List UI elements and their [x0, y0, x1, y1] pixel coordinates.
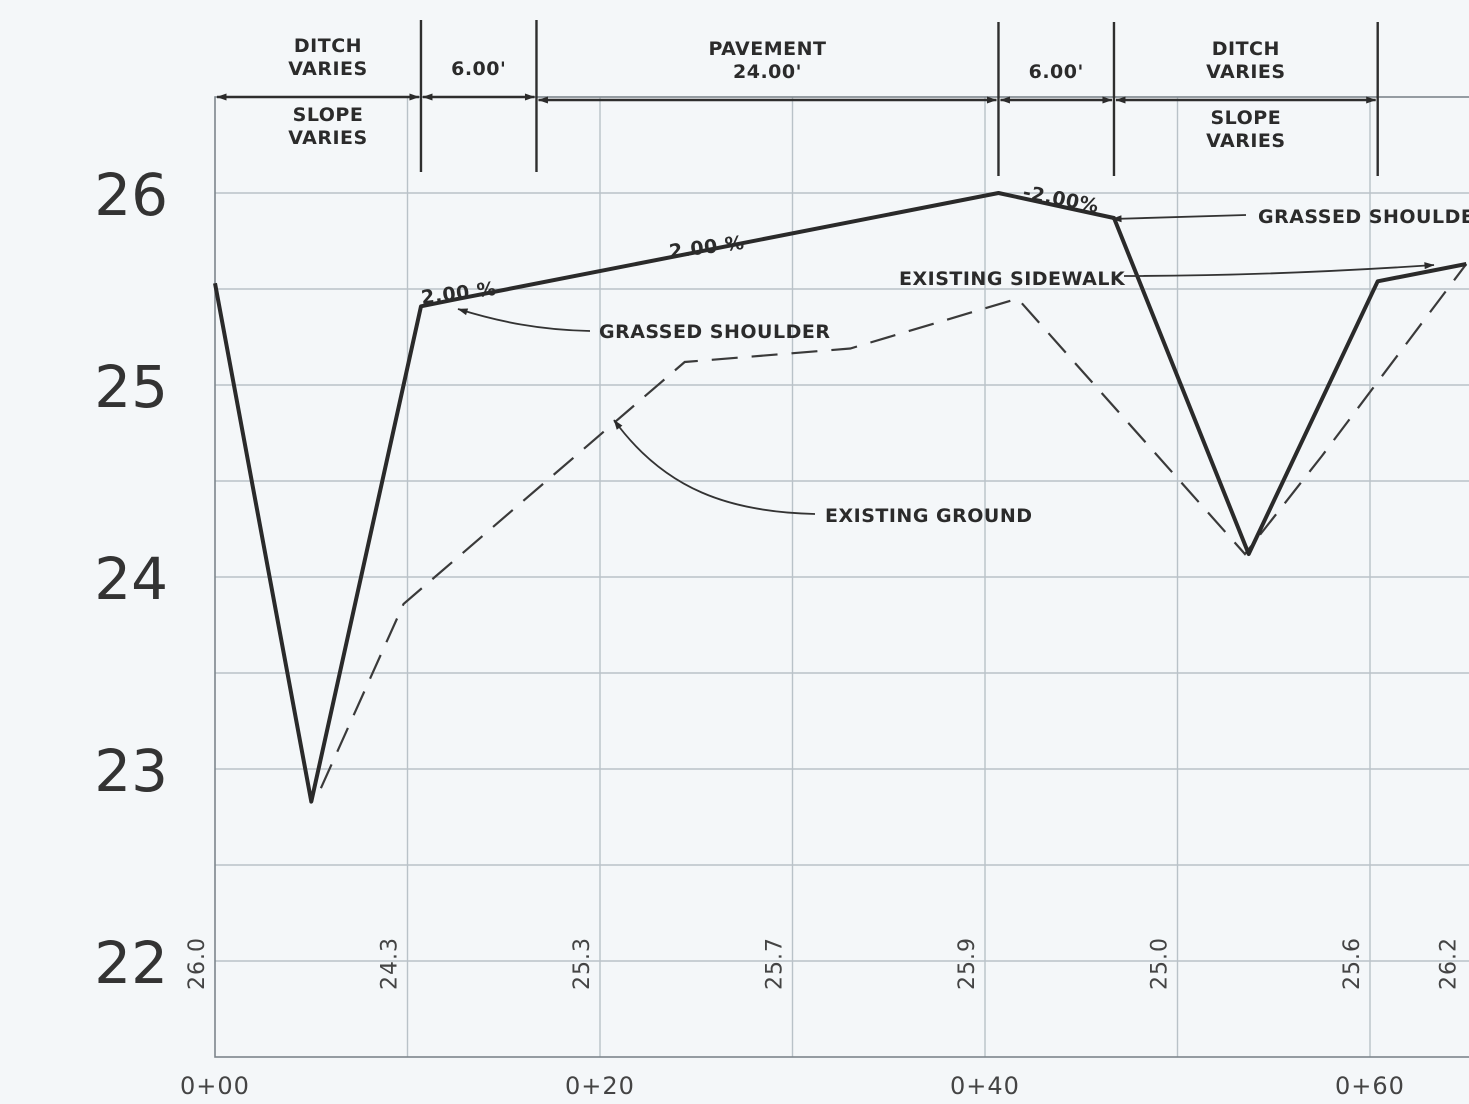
- leader-grassed-shoulder-right: [1111, 214, 1247, 223]
- x-tick-label: 0+00: [180, 1072, 250, 1100]
- dimension-label-top: 6.00': [451, 58, 506, 80]
- elevation-label: 25.6: [1340, 937, 1365, 990]
- callout-grassed-shoulder-left: GRASSED SHOULDER: [599, 321, 830, 343]
- dimension-label-bottom: VARIES: [288, 127, 367, 149]
- elevation-label: 25.3: [570, 937, 595, 990]
- proposed-section-line: [213, 191, 1467, 804]
- elevation-label: 26.2: [1436, 937, 1461, 990]
- y-axis-labels: 22 23 24 25 26: [94, 161, 168, 997]
- dimension-annotations: DITCHVARIESSLOPEVARIES6.00'PAVEMENT24.00…: [216, 20, 1379, 176]
- y-tick-label: 26: [94, 161, 168, 229]
- elevation-label: 24.3: [378, 937, 403, 990]
- elevation-labels: 26.0 24.3 25.3 25.7 25.9 25.0 25.6 26.2: [185, 937, 1461, 990]
- slope-label-pavement: 2.00 %: [668, 232, 746, 263]
- slope-label-shoulder-left: 2.00 %: [420, 278, 498, 309]
- elevation-label: 25.7: [763, 937, 788, 990]
- dimension-label-top: PAVEMENT: [708, 38, 826, 60]
- dimension-label-top: 24.00': [733, 61, 802, 83]
- dimension-label-bottom: SLOPE: [1211, 107, 1282, 129]
- dimension-label-bottom: SLOPE: [293, 104, 364, 126]
- x-tick-label: 0+40: [950, 1072, 1020, 1100]
- callout-existing-sidewalk: EXISTING SIDEWALK: [899, 268, 1126, 290]
- elevation-label: 26.0: [185, 937, 210, 990]
- x-tick-label: 0+20: [565, 1072, 635, 1100]
- dimension-label-top: VARIES: [1206, 61, 1285, 83]
- leader-existing-sidewalk: [1123, 262, 1435, 277]
- dimension-label-top: DITCH: [294, 35, 362, 57]
- slope-label-shoulder-right: -2.00%: [1021, 181, 1101, 217]
- y-tick-label: 25: [94, 353, 168, 421]
- callout-existing-ground: EXISTING GROUND: [825, 505, 1033, 527]
- y-tick-label: 22: [94, 929, 168, 997]
- callout-grassed-shoulder-right: GRASSED SHOULDE: [1258, 206, 1469, 228]
- existing-ground-line: [319, 263, 1468, 789]
- elevation-label: 25.9: [955, 937, 980, 990]
- dimension-label-bottom: VARIES: [1206, 130, 1285, 152]
- y-tick-label: 23: [94, 737, 168, 805]
- grid: [215, 97, 1469, 1057]
- elevation-label: 25.0: [1148, 937, 1173, 990]
- x-axis-labels: 0+00 0+20 0+40 0+60: [180, 1072, 1405, 1100]
- dimension-label-top: VARIES: [288, 58, 367, 80]
- dimension-label-top: 6.00': [1029, 61, 1084, 83]
- y-tick-label: 24: [94, 545, 168, 613]
- leader-existing-ground: [613, 419, 816, 515]
- dimension-label-top: DITCH: [1212, 38, 1280, 60]
- leader-grassed-shoulder-left: [457, 308, 591, 332]
- x-tick-label: 0+60: [1335, 1072, 1405, 1100]
